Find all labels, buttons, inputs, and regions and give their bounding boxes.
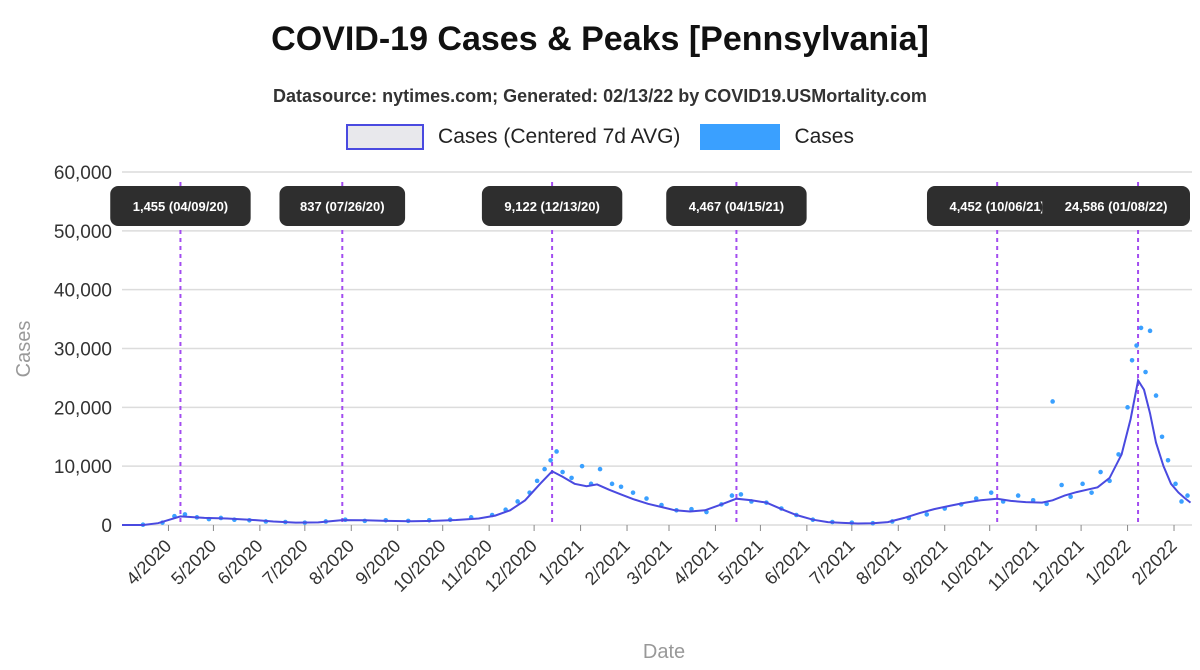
- y-axis-title: Cases: [13, 321, 35, 378]
- peak-label-box: [110, 186, 251, 226]
- legend-swatch-avg: [346, 124, 425, 150]
- peak-label: 9,122 (12/13/20): [481, 186, 623, 226]
- cases-point: [1068, 494, 1073, 500]
- x-tick-label: 8/2020: [305, 536, 358, 589]
- cases-point: [1050, 399, 1055, 404]
- peak-label-text: 1,455 (04/09/20): [133, 199, 228, 214]
- peak-label-box: [666, 186, 807, 226]
- cases-point: [1185, 493, 1190, 498]
- x-tick-label: 6/2021: [761, 536, 814, 589]
- cases-point: [1147, 328, 1153, 334]
- x-tick-label: 6/2020: [214, 536, 267, 589]
- y-tick-label: 0: [101, 516, 112, 537]
- peak-label-text: 24,586 (01/08/22): [1065, 199, 1168, 214]
- peak-label-box: [279, 186, 406, 226]
- cases-point: [1165, 457, 1171, 463]
- cases-point: [738, 492, 744, 497]
- x-tick-label: 8/2021: [852, 536, 905, 589]
- peak-label-box: [481, 186, 623, 226]
- cases-point: [1080, 481, 1085, 487]
- legend-label-avg: Cases (Centered 7d AVG): [438, 125, 681, 148]
- cases-point: [579, 463, 585, 469]
- cases-point: [548, 457, 553, 463]
- x-tick-label: 7/2020: [259, 536, 312, 589]
- peak-label: 837 (07/26/20): [279, 186, 406, 226]
- cases-point: [554, 449, 559, 454]
- x-axis-title: Date: [643, 641, 685, 663]
- y-tick-label: 50,000: [54, 222, 112, 243]
- x-tick-label: 7/2021: [806, 536, 859, 589]
- cases-point: [1015, 493, 1021, 498]
- x-tick-label: 5/2021: [714, 536, 767, 589]
- cases-point: [534, 478, 540, 484]
- cases-point: [644, 496, 649, 501]
- legend-swatch-cases: [700, 124, 781, 150]
- cases-point: [1138, 325, 1144, 331]
- x-tick-label: 2/2021: [581, 536, 634, 589]
- cases-point: [1059, 482, 1064, 488]
- x-tick-label: 1/2021: [534, 536, 587, 589]
- peak-label: 4,452 (10/06/21): [926, 186, 1068, 226]
- y-tick-label: 10,000: [54, 457, 112, 478]
- cases-point: [618, 484, 624, 490]
- peak-label-text: 837 (07/26/20): [300, 199, 385, 214]
- y-tick-label: 40,000: [54, 281, 112, 302]
- avg-line: [122, 377, 1192, 526]
- x-tick-label: 4/2020: [122, 536, 175, 589]
- peak-label: 4,467 (04/15/21): [666, 186, 807, 226]
- cases-point: [689, 506, 694, 512]
- x-tick-label: 3/2021: [623, 536, 676, 589]
- cases-point: [1116, 452, 1121, 457]
- cases-point: [1125, 405, 1130, 410]
- cases-point: [1089, 490, 1094, 495]
- x-tick-label: 1/2022: [1081, 536, 1134, 589]
- cases-point: [515, 499, 520, 504]
- cases-point: [597, 466, 603, 472]
- cases-point: [1134, 343, 1139, 348]
- cases-point: [1159, 434, 1165, 440]
- cases-point: [1173, 481, 1178, 487]
- cases-point: [729, 493, 735, 498]
- legend-item-avg: Cases (Centered 7d AVG): [346, 124, 680, 150]
- cases-point: [1098, 469, 1103, 475]
- y-tick-label: 20,000: [54, 398, 112, 419]
- x-tick-label: 5/2020: [167, 536, 220, 589]
- peak-label: 1,455 (04/09/20): [110, 186, 251, 226]
- cases-point: [1129, 357, 1135, 363]
- legend-item-cases: Cases: [700, 124, 854, 150]
- y-tick-label: 60,000: [54, 163, 112, 184]
- peak-label-box: [1042, 186, 1190, 226]
- cases-point: [630, 490, 636, 495]
- legend-label-cases: Cases: [794, 125, 854, 148]
- cases-point: [542, 466, 547, 472]
- peak-label-text: 9,122 (12/13/20): [504, 199, 599, 214]
- cases-point: [569, 475, 574, 481]
- cases-point: [182, 512, 188, 517]
- peak-label-text: 4,467 (04/15/21): [689, 199, 784, 214]
- cases-point: [1143, 369, 1148, 375]
- x-tick-label: 2/2022: [1128, 536, 1181, 589]
- cases-point: [609, 481, 615, 487]
- cases-point: [560, 469, 565, 475]
- chart-subtitle: Datasource: nytimes.com; Generated: 02/1…: [273, 86, 927, 106]
- peak-label-text: 4,452 (10/06/21): [949, 199, 1044, 214]
- peak-label-box: [926, 186, 1068, 226]
- cases-point: [1153, 393, 1159, 398]
- cases-point: [988, 490, 994, 495]
- chart-title: COVID-19 Cases & Peaks [Pennsylvania]: [271, 20, 929, 58]
- legend: Cases (Centered 7d AVG) Cases: [0, 124, 1200, 150]
- y-tick-label: 30,000: [54, 340, 112, 361]
- peak-label: 24,586 (01/08/22): [1042, 186, 1190, 226]
- cases-point: [924, 512, 930, 517]
- cases-point: [1179, 499, 1184, 504]
- cases-point: [973, 496, 979, 501]
- x-tick-label: 4/2021: [669, 536, 722, 589]
